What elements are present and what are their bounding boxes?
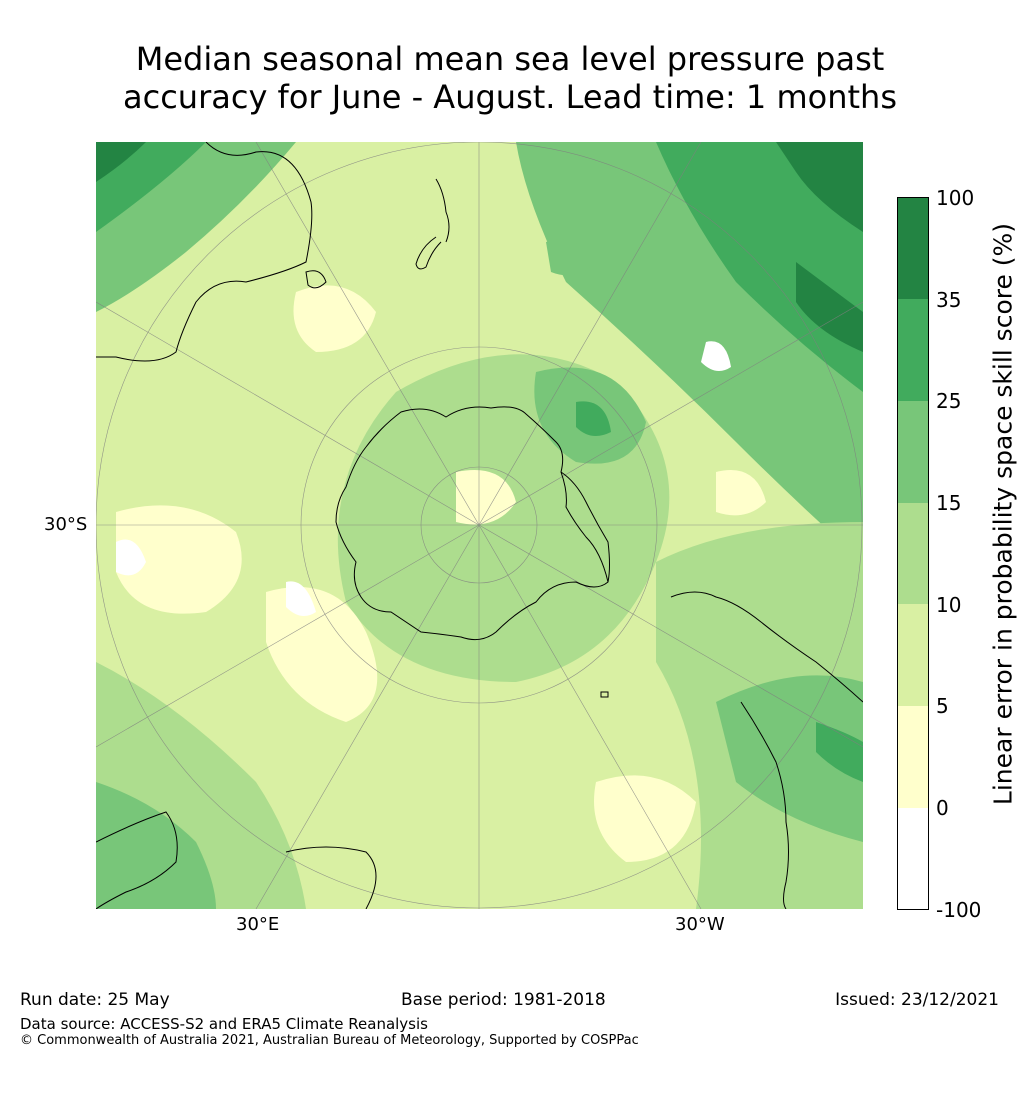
new-zealand-north: [435, 178, 450, 243]
title-line-2: accuracy for June - August. Lead time: 1…: [123, 78, 897, 116]
copyright: © Commonwealth of Australia 2021, Austra…: [20, 1033, 639, 1048]
meridian-210: [478, 524, 702, 909]
cbar-tick-35: 35: [936, 288, 962, 312]
coastlines: [96, 142, 863, 909]
chart-title: Median seasonal mean sea level pressure …: [0, 40, 1020, 116]
cbar-bin-neg100-0: [897, 808, 929, 910]
meridian-150: [255, 524, 480, 909]
lon-label-30e: 30°E: [236, 914, 280, 935]
cbar-tick-15: 15: [936, 491, 962, 515]
south-america-coast: [670, 591, 863, 909]
cbar-bin-15-25: [897, 401, 929, 503]
run-date: Run date: 25 May: [20, 990, 170, 1010]
africa-coast: [96, 811, 178, 909]
cbar-tick-25: 25: [936, 389, 962, 413]
meridian-120: [96, 524, 480, 748]
colorbar: [897, 197, 929, 910]
new-zealand-south: [415, 236, 442, 270]
data-source: Data source: ACCESS-S2 and ERA5 Climate …: [20, 1015, 428, 1033]
issued-date: Issued: 23/12/2021: [835, 990, 999, 1010]
lon-label-30w: 30°W: [675, 914, 725, 935]
falkland-islands: [600, 691, 609, 698]
graticule: [96, 142, 863, 909]
meridian-300: [478, 301, 863, 526]
cbar-tick-0: 0: [936, 796, 949, 820]
skill-zones: [96, 142, 863, 909]
antarctic-peninsula: [560, 471, 610, 583]
cbar-bin-5-10: [897, 604, 929, 706]
meridian-30: [255, 142, 480, 526]
cbar-bin-0-5: [897, 706, 929, 808]
meridian-240: [478, 524, 863, 748]
base-period: Base period: 1981-2018: [401, 990, 606, 1010]
cbar-tick-10: 10: [936, 593, 962, 617]
colorbar-svg: [897, 197, 929, 910]
meridian-60: [96, 301, 480, 526]
madagascar-coast: [285, 846, 377, 909]
australia-coast: [96, 142, 313, 362]
map-canvas: [96, 142, 863, 909]
cbar-bin-35-100: [897, 197, 929, 299]
cbar-bin-10-15: [897, 503, 929, 604]
lat-label-30s: 30°S: [44, 514, 88, 535]
meridian-330: [478, 142, 702, 526]
colorbar-label-text: Linear error in probability space skill …: [988, 222, 1018, 806]
antarctica-coast: [335, 406, 609, 641]
cbar-bin-25-35: [897, 299, 929, 401]
polar-map: [96, 142, 863, 909]
title-line-1: Median seasonal mean sea level pressure …: [135, 40, 885, 78]
cbar-tick-neg100: -100: [936, 898, 982, 922]
tasmania-coast: [305, 270, 327, 289]
cbar-tick-100: 100: [936, 186, 975, 210]
cbar-tick-5: 5: [936, 694, 949, 718]
